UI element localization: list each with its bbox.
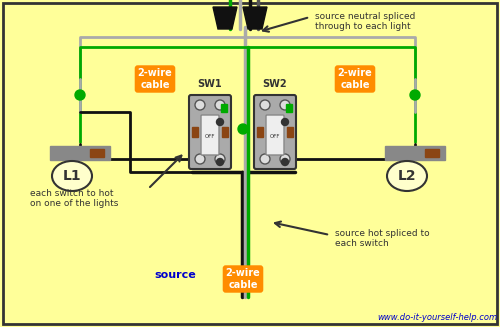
Circle shape	[280, 100, 290, 110]
Text: SW1: SW1	[198, 79, 222, 89]
Bar	[257, 127, 263, 137]
Ellipse shape	[52, 161, 92, 191]
Circle shape	[215, 154, 225, 164]
Circle shape	[238, 124, 248, 134]
Bar	[50, 146, 110, 160]
Circle shape	[410, 90, 420, 100]
Bar	[287, 127, 293, 137]
Bar	[222, 127, 228, 137]
FancyBboxPatch shape	[201, 115, 219, 155]
Circle shape	[282, 159, 288, 165]
Bar	[192, 127, 198, 137]
Text: 2-wire
cable: 2-wire cable	[138, 68, 172, 90]
Circle shape	[280, 154, 290, 164]
Bar	[90, 149, 104, 157]
Text: L2: L2	[398, 169, 416, 183]
Text: 2-wire
cable: 2-wire cable	[226, 268, 260, 290]
Circle shape	[282, 118, 288, 126]
Text: source hot spliced to
each switch: source hot spliced to each switch	[335, 229, 430, 249]
Text: 2-wire
cable: 2-wire cable	[338, 68, 372, 90]
Text: source: source	[154, 270, 196, 280]
Bar	[425, 149, 439, 157]
Text: OFF: OFF	[205, 134, 215, 140]
Circle shape	[216, 118, 224, 126]
Circle shape	[215, 100, 225, 110]
Bar	[286, 104, 292, 112]
Polygon shape	[213, 7, 237, 29]
Circle shape	[195, 100, 205, 110]
Bar	[221, 104, 227, 112]
Text: L1: L1	[62, 169, 82, 183]
FancyBboxPatch shape	[254, 95, 296, 169]
Text: www.do-it-yourself-help.com: www.do-it-yourself-help.com	[377, 313, 497, 322]
Text: OFF: OFF	[270, 134, 280, 140]
Circle shape	[75, 90, 85, 100]
Text: SW2: SW2	[262, 79, 287, 89]
Circle shape	[260, 100, 270, 110]
FancyBboxPatch shape	[189, 95, 231, 169]
Circle shape	[216, 159, 224, 165]
Text: each switch to hot
on one of the lights: each switch to hot on one of the lights	[30, 189, 118, 208]
Circle shape	[195, 154, 205, 164]
Polygon shape	[243, 7, 267, 29]
Circle shape	[260, 154, 270, 164]
Bar	[385, 146, 445, 160]
FancyBboxPatch shape	[266, 115, 284, 155]
Ellipse shape	[387, 161, 427, 191]
Text: source neutral spliced
through to each light: source neutral spliced through to each l…	[315, 12, 416, 31]
